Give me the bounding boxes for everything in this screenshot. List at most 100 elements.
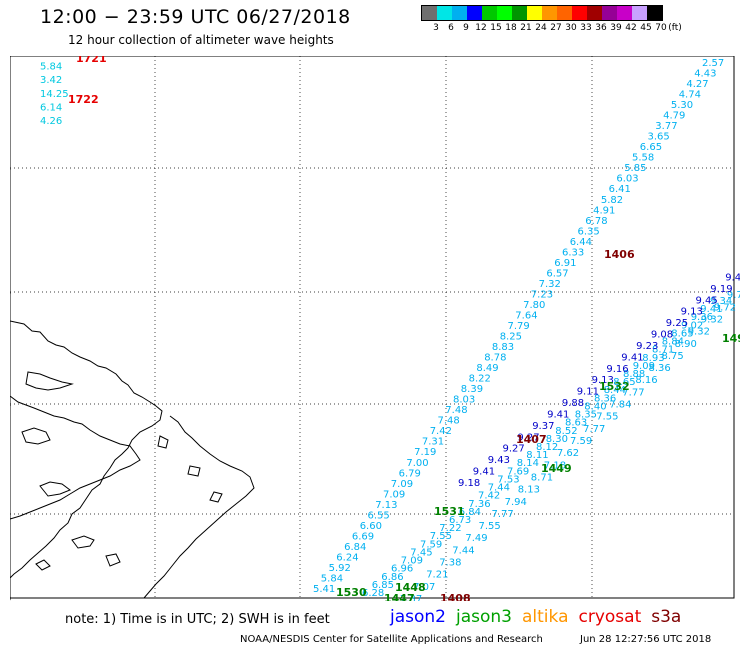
swh-value: 9.41	[547, 410, 569, 421]
swh-value: 8.44	[604, 385, 626, 396]
swh-value: 9.73	[727, 290, 740, 301]
swh-value: 9.45	[696, 295, 718, 306]
swh-value: 8.35	[575, 410, 597, 421]
swh-value: 6.55	[368, 510, 390, 521]
swh-value: 7.42	[430, 426, 452, 437]
lake	[21, 427, 51, 445]
swh-value: 7.80	[523, 300, 545, 311]
swh-value: 7.36	[468, 499, 490, 510]
colorbar-swatch	[437, 6, 452, 20]
wave-height-map[interactable]: 605856545250-60-57-54-51-48-45 5.415.845…	[10, 56, 740, 601]
swh-value: 7.13	[375, 500, 397, 511]
pass-time-stamp: 1530	[336, 586, 367, 599]
swh-value: 6.44	[570, 237, 592, 248]
swh-value: 7.31	[422, 437, 444, 448]
swh-value: 2.57	[702, 58, 724, 69]
swh-value: 9.32	[701, 315, 723, 326]
colorbar-swatch	[467, 6, 482, 20]
swh-value: 3.42	[40, 75, 62, 86]
colorbar-swatch	[527, 6, 542, 20]
swh-value: 7.23	[531, 289, 553, 300]
swh-value: 14.25	[40, 89, 69, 100]
swh-value: 7.49	[465, 533, 487, 544]
latitude-label: 58	[10, 164, 11, 173]
swh-value: 8.63	[565, 418, 587, 429]
pass-time-stamp: 1722	[68, 93, 99, 106]
swh-value: 9.11	[577, 387, 599, 398]
colorbar-swatch	[602, 6, 617, 20]
swh-value: 9.41	[621, 352, 643, 363]
swh-value: 5.84	[40, 62, 62, 73]
pass-time-stamp: 1531	[434, 505, 465, 518]
swh-value: 7.53	[497, 474, 519, 485]
island-1	[157, 435, 169, 449]
swh-value: 7.42	[478, 491, 500, 502]
swh-value: 7.00	[406, 458, 428, 469]
swh-value: 7.09	[391, 479, 413, 490]
swh-value: 9.23	[636, 341, 658, 352]
colorbar-tick-label: 33	[580, 23, 592, 33]
swh-value: 7.55	[596, 412, 618, 423]
map-subtitle: 12 hour collection of altimeter wave hei…	[68, 33, 334, 47]
swh-value: 8.36	[649, 363, 671, 374]
inlet-3	[71, 535, 95, 549]
swh-value: 7.48	[438, 416, 460, 427]
colorbar-ticks: 3 6 9 12 15 18 21 24 27 30 33 36 39 42 45 70 (ft)	[421, 21, 682, 35]
swh-value: 8.40	[584, 401, 606, 412]
swh-value: 7.69	[507, 466, 529, 477]
swh-value: 9.41	[700, 304, 722, 315]
swh-value: 8.11	[526, 450, 548, 461]
swh-value: 5.85	[624, 163, 646, 174]
newfoundland-north	[143, 415, 255, 599]
swh-value: 4.26	[40, 116, 62, 127]
swh-value: 9.27	[503, 444, 525, 455]
swh-value: 7.64	[515, 311, 537, 322]
swh-value: 7.48	[445, 405, 467, 416]
swh-value: 8.65	[613, 377, 635, 388]
colorbar-tick-label: 45	[640, 23, 652, 33]
swh-value: 6.14	[40, 102, 62, 113]
colorbar-swatch	[557, 6, 572, 20]
swh-value: 6.84	[344, 542, 366, 553]
latitude-label: 52	[10, 510, 11, 519]
swh-value: 7.77	[492, 509, 514, 520]
swh-value: 7.38	[439, 558, 461, 569]
swh-value: 9.37	[532, 421, 554, 432]
satellite-legend-item: jason2	[390, 607, 446, 627]
swh-value: 7.44	[488, 483, 510, 494]
swh-value: 9.36	[691, 312, 713, 323]
colorbar-legend: 3 6 9 12 15 18 21 24 27 30 33 36 39 42 45 70 (ft)	[421, 5, 682, 35]
swh-value: 8.30	[546, 434, 568, 445]
swh-value: 8.36	[594, 393, 616, 404]
island-5	[105, 553, 121, 567]
colorbar-tick-label: 39	[610, 23, 622, 33]
swh-value: 8.25	[500, 332, 522, 343]
swh-value: 8.75	[662, 351, 684, 362]
swh-value: 9.72	[714, 302, 736, 313]
swh-value: 9.43	[488, 455, 510, 466]
swh-value: 7.21	[426, 570, 448, 581]
swh-value: 8.71	[531, 473, 553, 484]
swh-value: 9.13	[681, 307, 703, 318]
swh-value: 8.93	[642, 353, 664, 364]
pass-time-stamp: 1449	[541, 462, 572, 475]
latitude-label: 50	[10, 594, 11, 601]
generation-timestamp: Jun 28 12:27:56 UTC 2018	[580, 634, 712, 645]
swh-value: 8.14	[517, 458, 539, 469]
swh-value: 6.35	[578, 226, 600, 237]
colorbar-tick-label: 24	[535, 23, 547, 33]
swh-value: 9.13	[592, 375, 614, 386]
swh-value: 8.12	[536, 442, 558, 453]
swh-value: 9.19	[710, 284, 732, 295]
colorbar-tick-label: 3	[433, 23, 439, 33]
footer-note: note: 1) Time is in UTC; 2) SWH is in fe…	[65, 612, 330, 627]
swh-value: 7.45	[410, 547, 432, 558]
swh-value: 7.07	[413, 582, 435, 593]
colorbar-tick-label: 36	[595, 23, 607, 33]
swh-value: 6.69	[352, 531, 374, 542]
swh-value: 8.84	[662, 337, 684, 348]
swh-value: 5.30	[671, 100, 693, 111]
swh-value: 9.18	[458, 478, 480, 489]
swh-value: 5.58	[632, 153, 654, 164]
coastline	[10, 320, 255, 599]
